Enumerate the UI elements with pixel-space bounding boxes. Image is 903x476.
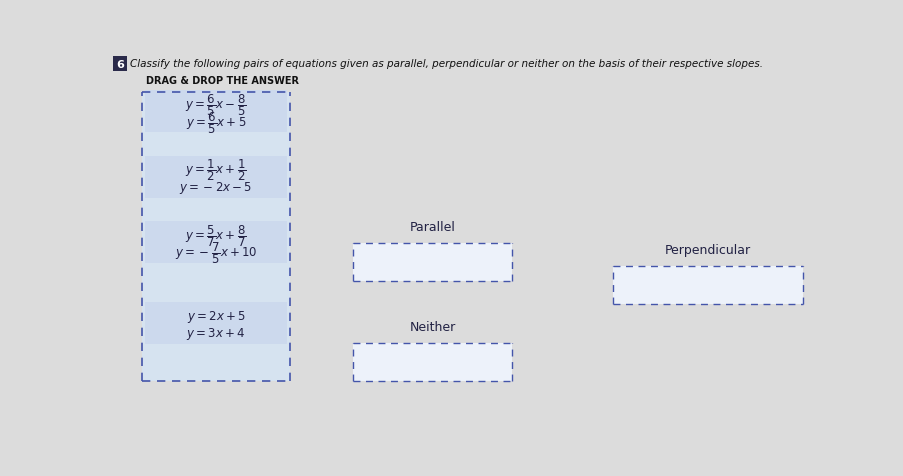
Text: $y = \dfrac{1}{2}x + \dfrac{1}{2}$: $y = \dfrac{1}{2}x + \dfrac{1}{2}$ bbox=[185, 157, 247, 183]
FancyBboxPatch shape bbox=[144, 91, 287, 133]
Text: Perpendicular: Perpendicular bbox=[664, 244, 750, 257]
Text: 6: 6 bbox=[116, 60, 124, 69]
Text: $y = \dfrac{6}{5}x + 5$: $y = \dfrac{6}{5}x + 5$ bbox=[186, 109, 246, 135]
FancyBboxPatch shape bbox=[113, 57, 126, 72]
FancyBboxPatch shape bbox=[144, 302, 287, 345]
Text: $y = \dfrac{5}{7}x + \dfrac{8}{7}$: $y = \dfrac{5}{7}x + \dfrac{8}{7}$ bbox=[185, 223, 247, 248]
Text: Neither: Neither bbox=[409, 321, 455, 334]
FancyBboxPatch shape bbox=[144, 156, 287, 198]
Text: $y = 3x + 4$: $y = 3x + 4$ bbox=[186, 326, 246, 342]
FancyBboxPatch shape bbox=[144, 221, 287, 264]
Text: $y = -\dfrac{7}{5}x + 10$: $y = -\dfrac{7}{5}x + 10$ bbox=[174, 240, 257, 266]
Text: DRAG & DROP THE ANSWER: DRAG & DROP THE ANSWER bbox=[146, 76, 299, 86]
Text: $y = 2x + 5$: $y = 2x + 5$ bbox=[186, 308, 246, 324]
FancyBboxPatch shape bbox=[143, 93, 289, 381]
Text: Parallel: Parallel bbox=[409, 221, 455, 234]
Text: $y = -2x - 5$: $y = -2x - 5$ bbox=[179, 180, 253, 196]
Text: $y = \dfrac{6}{5}x - \dfrac{8}{5}$: $y = \dfrac{6}{5}x - \dfrac{8}{5}$ bbox=[185, 92, 247, 118]
Text: Classify the following pairs of equations given as parallel, perpendicular or ne: Classify the following pairs of equation… bbox=[130, 59, 762, 69]
FancyBboxPatch shape bbox=[353, 343, 512, 381]
FancyBboxPatch shape bbox=[612, 266, 802, 305]
FancyBboxPatch shape bbox=[353, 243, 512, 281]
